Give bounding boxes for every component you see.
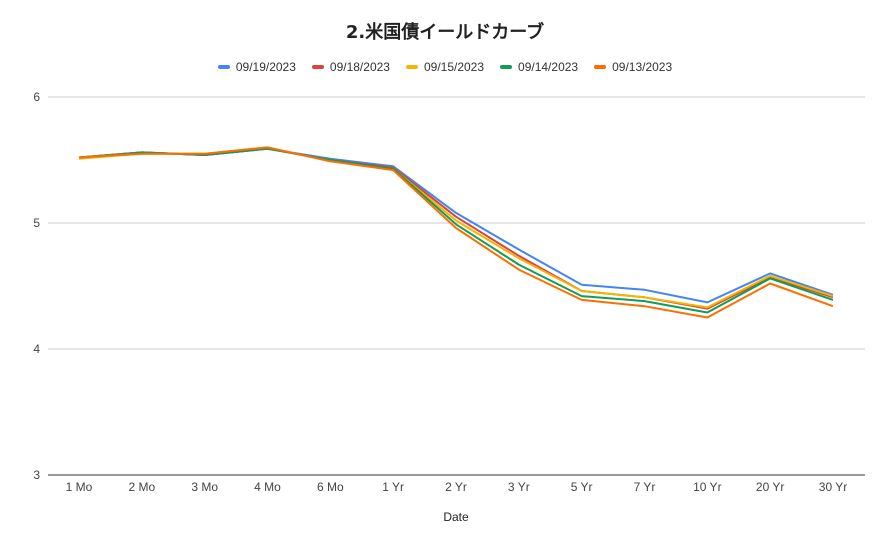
legend-label: 09/14/2023 [518,60,579,74]
x-tick-label: 20 Yr [756,480,784,494]
grid-layer [48,96,865,476]
legend-label: 09/13/2023 [612,60,673,74]
x-axis-title: Date [443,510,469,524]
y-tick-label: 5 [33,216,40,230]
x-tick-label: 6 Mo [317,480,344,494]
legend-label: 09/15/2023 [423,60,485,74]
x-tick-label: 30 Yr [819,480,847,494]
x-tick-label: 2 Yr [445,480,467,494]
legend-label: 09/18/2023 [329,60,390,74]
x-tick-label: 10 Yr [693,480,721,494]
chart-title: 2.米国債イールドカーブ [345,22,545,43]
y-tick-label: 4 [33,342,40,356]
y-axis-tick-labels: 3 4 5 6 [33,90,40,482]
legend-item: 09/14/2023 [500,60,578,74]
x-tick-label: 3 Yr [508,480,530,494]
legend-label: 09/19/2023 [235,60,296,74]
y-tick-label: 6 [33,90,40,104]
x-tick-label: 3 Mo [191,480,218,494]
legend-item: 09/15/2023 [405,60,485,74]
series-layer [78,146,834,319]
x-tick-label: 1 Yr [382,480,404,494]
y-tick-label: 3 [33,468,40,482]
series-line [78,147,834,304]
x-tick-label: 1 Mo [66,480,93,494]
x-tick-label: 2 Mo [128,480,155,494]
series-line [78,147,834,314]
legend-swatch [500,65,513,69]
x-axis-tick-labels: 1 Mo 2 Mo 3 Mo 4 Mo 6 Mo 1 Yr 2 Yr 3 Yr 5 Yr 7 Yr… [66,480,848,494]
legend-swatch [594,65,607,69]
x-tick-label: 7 Yr [634,480,656,494]
legend-item: 09/13/2023 [594,60,672,74]
legend-swatch [311,65,324,69]
series-line [78,146,834,319]
legend-swatch [217,65,230,69]
legend-item: 09/19/2023 [217,60,296,74]
legend: 09/19/2023 09/18/2023 09/15/2023 09/14/2023… [0,60,890,74]
legend-swatch [405,65,418,69]
legend-item: 09/18/2023 [311,60,390,74]
x-tick-label: 4 Mo [254,480,281,494]
x-tick-label: 5 Yr [571,480,593,494]
